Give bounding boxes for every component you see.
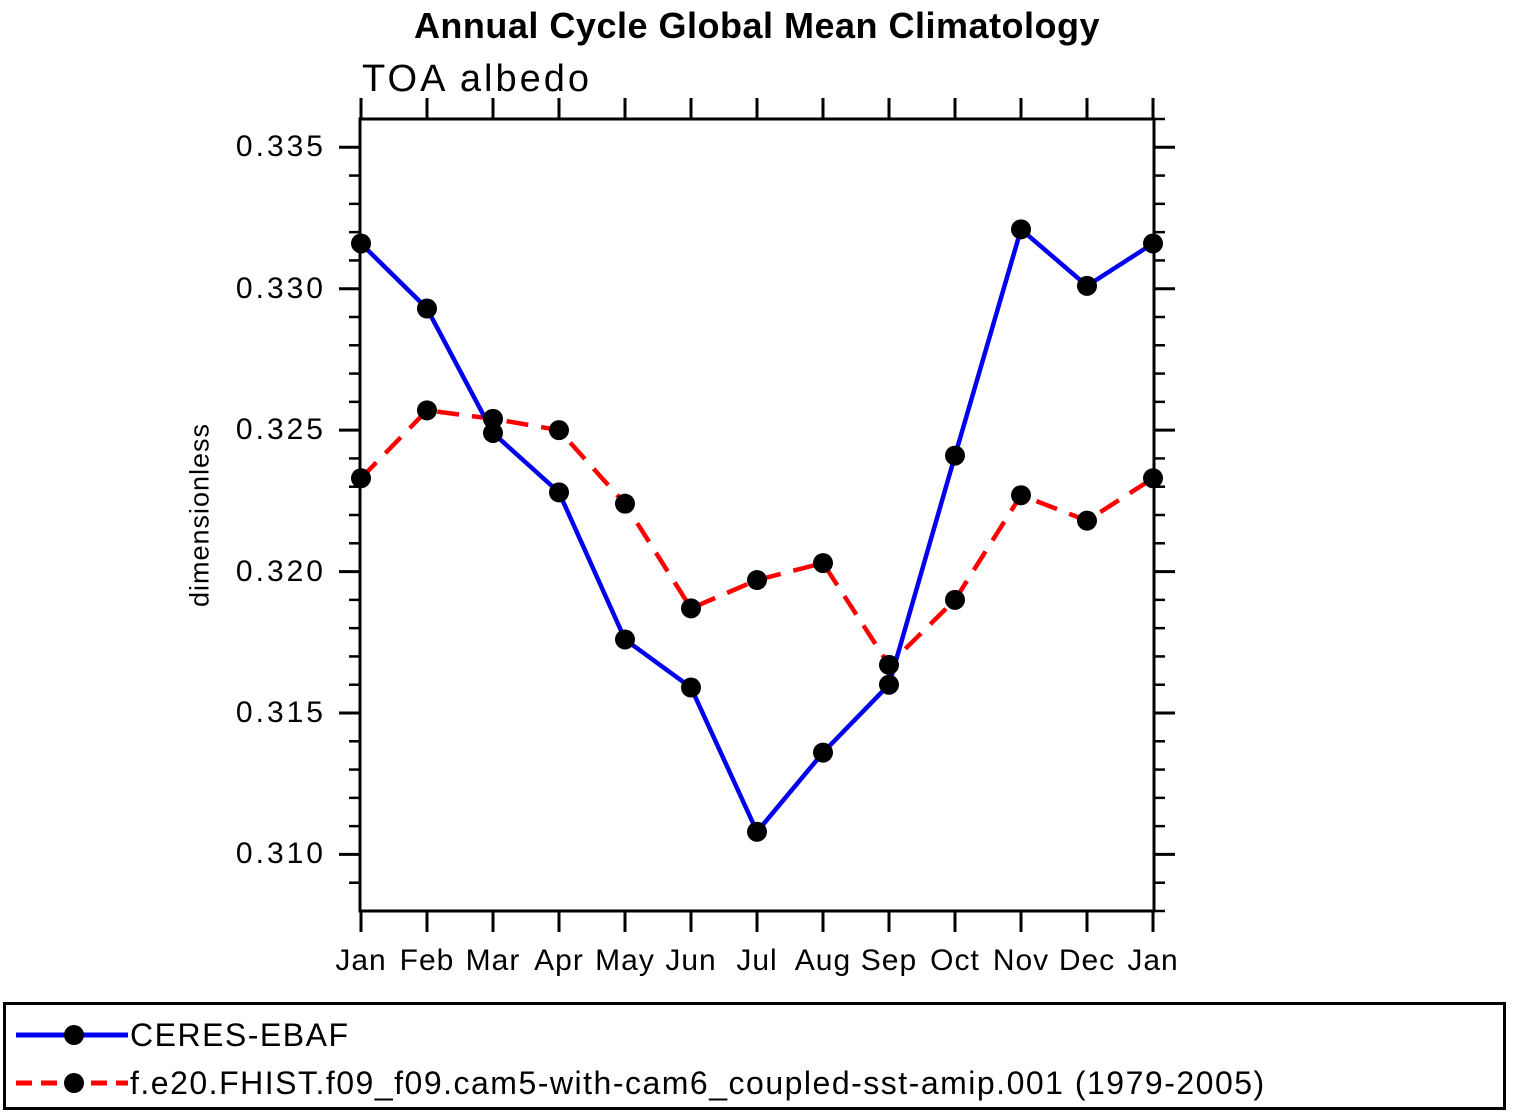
x-tick-label: Mar <box>465 944 521 977</box>
y-tick-label: 0.330 <box>235 271 326 305</box>
chart-subtitle: TOA albedo <box>362 58 593 100</box>
chart-title: Annual Cycle Global Mean Climatology <box>413 5 1101 46</box>
legend: CERES-EBAF f.e20.FHIST.f09_f09.cam5-with… <box>3 1002 1506 1110</box>
y-tick-label: 0.310 <box>235 837 326 871</box>
x-tick-label: Sep <box>860 944 918 977</box>
legend-line-marker-icon <box>16 1073 128 1093</box>
y-tick-label: 0.320 <box>235 554 326 588</box>
x-tick-label: Jul <box>736 944 778 977</box>
x-tick-label: Jan <box>1127 944 1179 977</box>
legend-label: CERES-EBAF <box>130 1017 350 1053</box>
legend-line-marker-icon <box>16 1025 128 1045</box>
x-tick-label: Jan <box>335 944 387 977</box>
y-tick-label: 0.325 <box>235 413 326 447</box>
y-axis-title: dimensionless <box>184 422 215 608</box>
x-tick-label: Feb <box>399 944 455 977</box>
y-tick-label: 0.335 <box>235 130 326 164</box>
x-tick-label: Aug <box>794 944 852 977</box>
x-tick-label: May <box>595 944 655 977</box>
legend-label: f.e20.FHIST.f09_f09.cam5-with-cam6_coupl… <box>130 1065 1266 1101</box>
x-tick-label: Jun <box>665 944 717 977</box>
x-tick-label: Nov <box>992 944 1050 977</box>
x-tick-label: Oct <box>930 944 980 977</box>
y-tick-label: 0.315 <box>235 696 326 729</box>
legend-item: f.e20.FHIST.f09_f09.cam5-with-cam6_coupl… <box>12 1061 1266 1105</box>
x-tick-label: Dec <box>1058 944 1116 977</box>
x-tick-label: Apr <box>534 944 584 977</box>
legend-item: CERES-EBAF <box>12 1013 349 1057</box>
